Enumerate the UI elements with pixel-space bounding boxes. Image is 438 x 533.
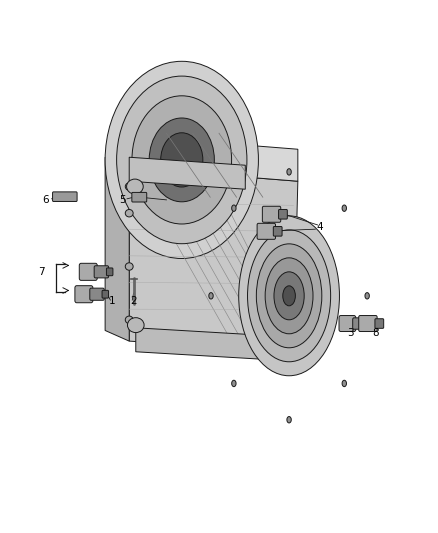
Ellipse shape <box>283 286 295 306</box>
Polygon shape <box>129 168 298 352</box>
Ellipse shape <box>127 179 143 194</box>
Text: 8: 8 <box>372 328 379 338</box>
FancyBboxPatch shape <box>90 288 104 300</box>
FancyBboxPatch shape <box>106 268 113 276</box>
Ellipse shape <box>105 61 258 259</box>
Text: 4: 4 <box>316 222 323 231</box>
Polygon shape <box>105 157 129 341</box>
Ellipse shape <box>149 118 214 202</box>
FancyBboxPatch shape <box>262 206 281 222</box>
FancyBboxPatch shape <box>339 316 356 332</box>
Ellipse shape <box>125 316 133 324</box>
Ellipse shape <box>342 380 346 386</box>
FancyBboxPatch shape <box>359 316 377 332</box>
Ellipse shape <box>256 244 322 348</box>
Ellipse shape <box>125 183 133 190</box>
Polygon shape <box>136 328 272 360</box>
Ellipse shape <box>232 205 236 212</box>
Text: 5: 5 <box>119 195 126 205</box>
FancyBboxPatch shape <box>102 290 109 298</box>
Ellipse shape <box>127 318 144 333</box>
Polygon shape <box>129 157 245 189</box>
Ellipse shape <box>287 168 291 175</box>
Text: 6: 6 <box>42 195 49 205</box>
Ellipse shape <box>247 230 331 362</box>
Ellipse shape <box>342 205 346 212</box>
FancyBboxPatch shape <box>353 318 366 329</box>
Ellipse shape <box>125 263 133 270</box>
Ellipse shape <box>365 293 369 299</box>
Text: 3: 3 <box>347 328 354 338</box>
Ellipse shape <box>239 216 339 376</box>
Ellipse shape <box>161 133 203 187</box>
FancyBboxPatch shape <box>375 319 384 328</box>
Polygon shape <box>129 136 298 181</box>
Text: 7: 7 <box>38 267 45 277</box>
Ellipse shape <box>132 96 232 224</box>
Ellipse shape <box>117 76 247 244</box>
Ellipse shape <box>209 293 213 299</box>
Ellipse shape <box>265 258 313 334</box>
FancyBboxPatch shape <box>132 192 147 202</box>
FancyBboxPatch shape <box>53 192 77 201</box>
FancyBboxPatch shape <box>94 266 109 278</box>
Ellipse shape <box>232 380 236 386</box>
FancyBboxPatch shape <box>257 223 276 239</box>
FancyBboxPatch shape <box>75 286 93 303</box>
FancyBboxPatch shape <box>79 263 97 280</box>
FancyBboxPatch shape <box>273 227 282 236</box>
FancyBboxPatch shape <box>364 320 370 327</box>
Text: 1: 1 <box>108 296 115 306</box>
FancyBboxPatch shape <box>279 209 287 219</box>
Ellipse shape <box>274 272 304 320</box>
Ellipse shape <box>287 417 291 423</box>
Ellipse shape <box>125 209 133 217</box>
Text: 2: 2 <box>130 296 137 306</box>
